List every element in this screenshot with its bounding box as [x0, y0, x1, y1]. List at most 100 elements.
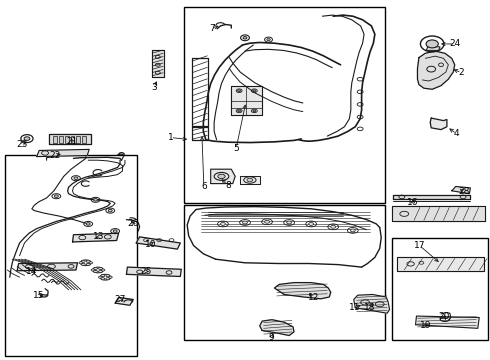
Text: 18: 18: [364, 303, 376, 312]
Polygon shape: [430, 118, 447, 130]
Polygon shape: [354, 294, 390, 313]
Polygon shape: [136, 237, 180, 249]
Text: 22: 22: [49, 151, 60, 160]
Ellipse shape: [91, 269, 95, 271]
Text: 28: 28: [459, 187, 470, 196]
Ellipse shape: [113, 230, 117, 233]
Text: 21: 21: [67, 136, 78, 145]
Text: 9: 9: [269, 333, 274, 342]
Text: 17: 17: [414, 241, 425, 250]
Ellipse shape: [350, 229, 355, 232]
Polygon shape: [49, 134, 91, 144]
Ellipse shape: [81, 263, 85, 265]
Polygon shape: [426, 47, 440, 50]
Bar: [82, 136, 86, 143]
Polygon shape: [37, 149, 89, 157]
Ellipse shape: [238, 110, 241, 112]
Ellipse shape: [98, 267, 102, 270]
Ellipse shape: [331, 225, 336, 228]
Ellipse shape: [287, 221, 292, 224]
Ellipse shape: [220, 222, 225, 225]
Polygon shape: [260, 320, 294, 336]
Text: 19: 19: [419, 321, 431, 330]
Ellipse shape: [89, 262, 93, 264]
Ellipse shape: [106, 275, 110, 277]
Text: 1: 1: [168, 133, 173, 142]
Ellipse shape: [24, 137, 30, 140]
Polygon shape: [393, 195, 470, 199]
Ellipse shape: [98, 270, 102, 273]
Ellipse shape: [54, 195, 58, 197]
Text: 12: 12: [308, 293, 319, 302]
Bar: [65, 136, 69, 143]
Bar: [184, 7, 385, 203]
Polygon shape: [392, 206, 485, 221]
Text: 3: 3: [151, 83, 157, 91]
Polygon shape: [115, 297, 133, 305]
Polygon shape: [231, 86, 262, 115]
Text: 24: 24: [449, 40, 460, 49]
Ellipse shape: [98, 276, 102, 278]
Polygon shape: [211, 169, 235, 184]
Ellipse shape: [243, 37, 247, 39]
Text: 26: 26: [127, 219, 139, 228]
Ellipse shape: [86, 263, 90, 265]
Bar: [184, 205, 385, 340]
Ellipse shape: [94, 199, 98, 201]
Text: 20: 20: [438, 312, 450, 321]
Text: 8: 8: [225, 181, 231, 190]
Ellipse shape: [243, 221, 247, 224]
Polygon shape: [240, 176, 260, 184]
Ellipse shape: [86, 222, 90, 225]
Text: 16: 16: [407, 198, 419, 207]
Ellipse shape: [253, 90, 256, 91]
Ellipse shape: [94, 267, 98, 270]
Text: 7: 7: [209, 23, 215, 32]
Text: 11: 11: [349, 303, 361, 312]
Ellipse shape: [106, 278, 110, 280]
Ellipse shape: [309, 222, 314, 225]
Ellipse shape: [81, 260, 85, 262]
Bar: [76, 136, 80, 143]
Ellipse shape: [86, 260, 90, 262]
Polygon shape: [73, 233, 119, 242]
Ellipse shape: [247, 178, 253, 182]
Polygon shape: [192, 127, 208, 140]
Ellipse shape: [79, 262, 83, 264]
Ellipse shape: [101, 275, 105, 277]
Text: 14: 14: [26, 267, 38, 276]
Polygon shape: [397, 257, 484, 271]
Ellipse shape: [253, 110, 256, 112]
Polygon shape: [274, 283, 331, 299]
Text: 10: 10: [145, 240, 157, 248]
Text: 27: 27: [115, 295, 126, 304]
Text: 23: 23: [16, 140, 28, 149]
Polygon shape: [417, 51, 455, 89]
Polygon shape: [192, 58, 208, 126]
Text: 4: 4: [454, 129, 460, 138]
Ellipse shape: [267, 39, 270, 41]
Ellipse shape: [238, 90, 241, 91]
Polygon shape: [126, 267, 181, 276]
Ellipse shape: [108, 210, 112, 212]
Polygon shape: [17, 263, 77, 271]
Ellipse shape: [108, 276, 112, 278]
Bar: [5, 155, 137, 356]
Text: 15: 15: [33, 292, 45, 300]
Text: 6: 6: [201, 182, 207, 191]
Polygon shape: [416, 316, 479, 328]
Polygon shape: [152, 50, 164, 77]
Ellipse shape: [101, 269, 105, 271]
Ellipse shape: [94, 270, 98, 273]
Text: 13: 13: [93, 233, 105, 241]
Text: 25: 25: [140, 267, 152, 276]
Polygon shape: [452, 186, 470, 194]
Bar: [71, 136, 74, 143]
Ellipse shape: [426, 40, 439, 48]
Bar: [53, 136, 57, 143]
Text: 2: 2: [459, 68, 465, 77]
Bar: [59, 136, 63, 143]
Text: 5: 5: [233, 144, 239, 153]
Ellipse shape: [265, 220, 270, 223]
Bar: [392, 238, 488, 340]
